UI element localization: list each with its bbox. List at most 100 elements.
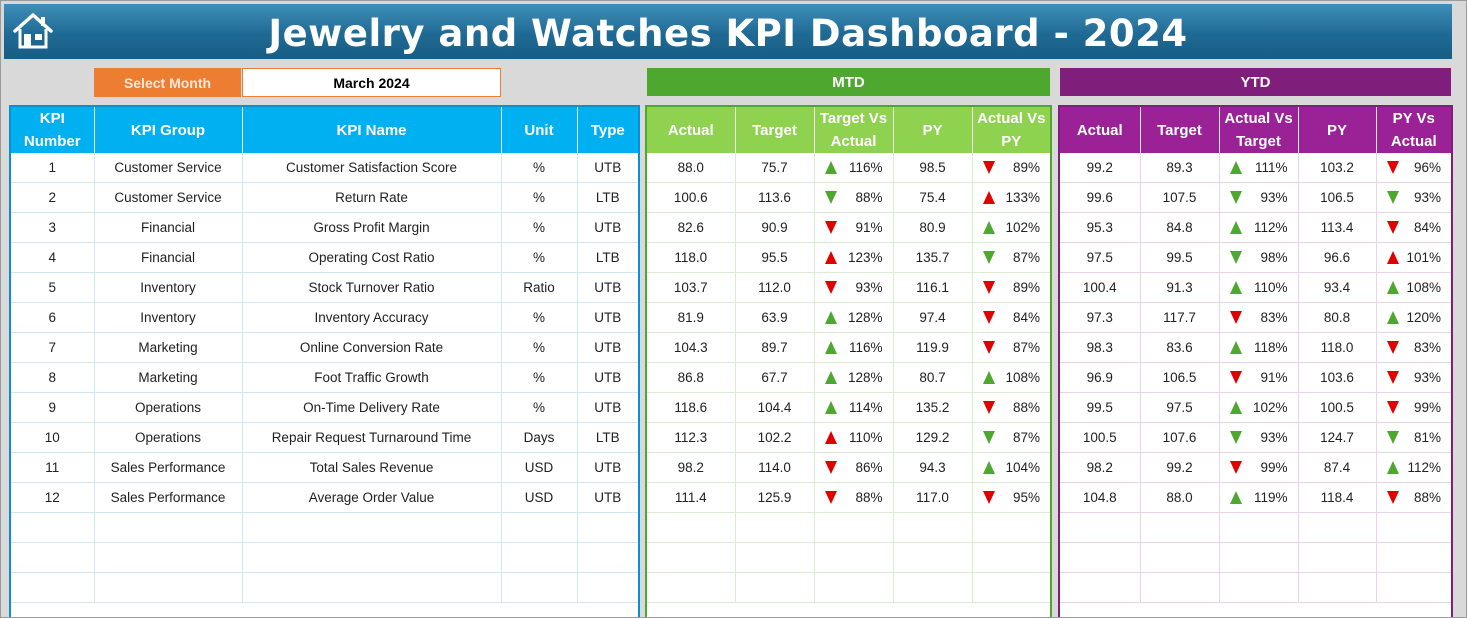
mtd-actual-vs-py-cell: 104% <box>972 452 1050 483</box>
type-cell: LTB <box>577 242 638 273</box>
mtd-actual-vs-py-cell: 84% <box>972 302 1050 333</box>
home-icon[interactable] <box>12 10 54 52</box>
type-cell: UTB <box>577 302 638 333</box>
select-month-label: Select Month <box>94 68 241 97</box>
mtd-py-cell: 116.1 <box>893 272 973 303</box>
ytd-py-cell: 96.6 <box>1298 242 1377 273</box>
mtd-py-cell: 129.2 <box>893 422 973 453</box>
kpi-name-cell: Operating Cost Ratio <box>242 242 502 273</box>
table-row: 112.3 102.2 110% 129.2 87% <box>647 422 1050 453</box>
table-row: 98.3 83.6 118% 118.0 83% <box>1060 332 1451 363</box>
type-cell: UTB <box>577 362 638 393</box>
unit-cell: % <box>501 153 578 183</box>
kpi-name-cell: Return Rate <box>242 182 502 213</box>
ytd-actual-cell: 98.2 <box>1060 452 1141 483</box>
table-row: 98.2 99.2 99% 87.4 112% <box>1060 452 1451 483</box>
triangle-down-icon <box>1229 431 1242 444</box>
table-row: 5 Inventory Stock Turnover Ratio Ratio UTB <box>11 272 638 303</box>
mtd-actual-vs-py-cell: 108% <box>972 362 1050 393</box>
indicator-value: 93% <box>1260 190 1288 205</box>
mtd-target-vs-actual-cell: 114% <box>814 392 894 423</box>
ytd-py-cell: 100.5 <box>1298 392 1377 423</box>
col-mtd-target-vs-actual: Target Vs Actual <box>814 107 894 153</box>
type-cell: UTB <box>577 153 638 183</box>
triangle-down-icon <box>1386 221 1399 234</box>
triangle-down-icon <box>982 311 995 324</box>
ytd-py-vs-actual-cell: 83% <box>1376 332 1451 363</box>
kpi-name-cell: Foot Traffic Growth <box>242 362 502 393</box>
triangle-down-icon <box>982 431 995 444</box>
unit-cell: % <box>501 392 578 423</box>
table-row: 104.8 88.0 119% 118.4 88% <box>1060 482 1451 513</box>
triangle-up-icon <box>1386 311 1399 324</box>
indicator-value: 84% <box>1413 220 1441 235</box>
mtd-target-vs-actual-cell: 128% <box>814 362 894 393</box>
col-type: Type <box>577 107 638 153</box>
triangle-down-icon <box>1229 461 1242 474</box>
kpi-group-cell: Customer Service <box>94 153 243 183</box>
ytd-py-vs-actual-cell: 81% <box>1376 422 1451 453</box>
ytd-py-vs-actual-cell: 93% <box>1376 182 1451 213</box>
kpi-name-cell: Customer Satisfaction Score <box>242 153 502 183</box>
indicator-value: 116% <box>848 340 883 355</box>
mtd-actual-cell: 98.2 <box>647 452 736 483</box>
indicator-value: 110% <box>1253 280 1288 295</box>
table-row: 82.6 90.9 91% 80.9 102% <box>647 212 1050 243</box>
mtd-target-vs-actual-cell: 123% <box>814 242 894 273</box>
ytd-target-cell: 107.5 <box>1140 182 1220 213</box>
type-cell: UTB <box>577 212 638 243</box>
ytd-py-cell: 87.4 <box>1298 452 1377 483</box>
mtd-py-cell: 117.0 <box>893 482 973 513</box>
month-dropdown[interactable]: March 2024 <box>242 68 501 97</box>
triangle-down-icon <box>824 281 837 294</box>
table-row: 4 Financial Operating Cost Ratio% LTB <box>11 242 638 273</box>
triangle-down-icon <box>982 281 995 294</box>
mtd-target-cell: 67.7 <box>735 362 815 393</box>
indicator-value: 91% <box>855 220 883 235</box>
indicator-value: 118% <box>1253 340 1288 355</box>
indicator-value: 88% <box>1012 400 1040 415</box>
ytd-py-cell: 124.7 <box>1298 422 1377 453</box>
empty-row <box>1060 572 1451 603</box>
kpi-info-table: KPI Number KPI Group KPI Name Unit Type … <box>9 105 640 617</box>
triangle-down-icon <box>1229 371 1242 384</box>
indicator-value: 112% <box>1407 460 1441 475</box>
triangle-down-icon <box>824 491 837 504</box>
mtd-actual-vs-py-cell: 87% <box>972 242 1050 273</box>
triangle-up-icon <box>1229 281 1242 294</box>
kpi-group-cell: Marketing <box>94 332 243 363</box>
ytd-actual-cell: 95.3 <box>1060 212 1141 243</box>
mtd-target-cell: 75.7 <box>735 153 815 183</box>
mtd-actual-cell: 100.6 <box>647 182 736 213</box>
indicator-value: 88% <box>1413 490 1441 505</box>
triangle-down-icon <box>824 221 837 234</box>
empty-row <box>11 542 638 573</box>
title-bar: Jewelry and Watches KPI Dashboard - 2024 <box>4 4 1452 59</box>
ytd-actual-vs-target-cell: 118% <box>1219 332 1299 363</box>
triangle-down-icon <box>982 401 995 414</box>
kpi-number-cell: 5 <box>11 272 95 303</box>
mtd-actual-cell: 81.9 <box>647 302 736 333</box>
indicator-value: 101% <box>1406 250 1441 265</box>
indicator-value: 108% <box>1406 280 1441 295</box>
col-ytd-actual-vs-target: Actual Vs Target <box>1219 107 1299 153</box>
mtd-actual-cell: 118.0 <box>647 242 736 273</box>
kpi-group-cell: Operations <box>94 392 243 423</box>
mtd-actual-vs-py-cell: 89% <box>972 153 1050 183</box>
table-row: 98.2 114.0 86% 94.3 104% <box>647 452 1050 483</box>
ytd-actual-cell: 100.4 <box>1060 272 1141 303</box>
kpi-number-cell: 3 <box>11 212 95 243</box>
kpi-number-cell: 6 <box>11 302 95 333</box>
table-row: 86.8 67.7 128% 80.7 108% <box>647 362 1050 393</box>
triangle-up-icon <box>1229 161 1242 174</box>
mtd-actual-cell: 86.8 <box>647 362 736 393</box>
indicator-value: 93% <box>855 280 883 295</box>
triangle-up-icon <box>824 371 837 384</box>
mtd-py-cell: 135.7 <box>893 242 973 273</box>
mtd-target-cell: 125.9 <box>735 482 815 513</box>
ytd-actual-cell: 99.2 <box>1060 153 1141 183</box>
ytd-py-cell: 93.4 <box>1298 272 1377 303</box>
mtd-actual-vs-py-cell: 87% <box>972 422 1050 453</box>
triangle-down-icon <box>982 251 995 264</box>
indicator-value: 89% <box>1012 280 1040 295</box>
